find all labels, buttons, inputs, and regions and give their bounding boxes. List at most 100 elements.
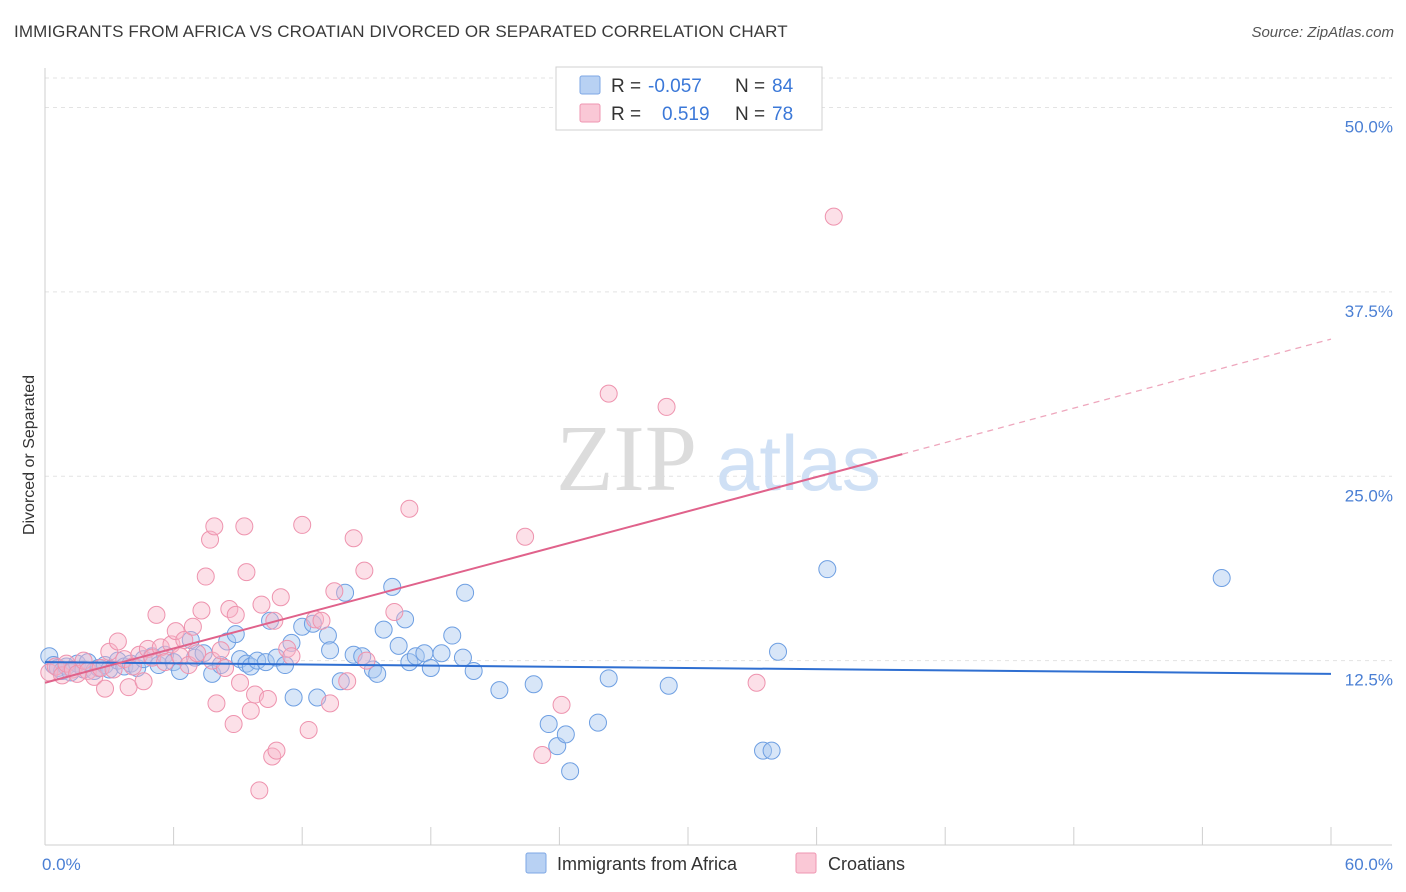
data-point-croatians xyxy=(85,667,104,686)
chart-title: IMMIGRANTS FROM AFRICA VS CROATIAN DIVOR… xyxy=(14,22,788,41)
data-point-croatians xyxy=(192,601,211,620)
data-point-africa xyxy=(659,676,678,695)
legend-r-value-africa: -0.057 xyxy=(648,76,702,97)
data-point-africa xyxy=(524,675,543,694)
data-point-africa xyxy=(818,560,837,579)
data-point-africa xyxy=(432,644,451,663)
data-point-africa xyxy=(490,681,509,700)
legend-swatch-africa xyxy=(579,75,601,95)
data-point-africa xyxy=(539,715,558,734)
x-axis: 0.0% 60.0% xyxy=(42,68,1393,874)
data-point-croatians xyxy=(299,720,318,739)
data-point-croatians xyxy=(147,605,166,624)
data-point-africa xyxy=(256,653,275,672)
legend-n-value-croatians: 78 xyxy=(772,104,793,125)
data-point-africa xyxy=(396,610,415,629)
data-point-africa xyxy=(561,762,580,781)
x-tick-label: 60.0% xyxy=(1345,855,1393,874)
watermark-atlas: atlas xyxy=(716,419,881,507)
data-point-croatians xyxy=(552,695,571,714)
data-point-croatians xyxy=(357,651,376,670)
data-point-africa xyxy=(769,642,788,661)
bottom-legend-label-africa: Immigrants from Africa xyxy=(557,854,738,874)
legend-swatch-croatians xyxy=(579,103,601,123)
legend-n-value-africa: 84 xyxy=(772,76,794,97)
data-point-croatians xyxy=(824,207,843,226)
data-point-croatians xyxy=(211,641,230,660)
trend-line-croatians xyxy=(44,453,903,684)
data-point-croatians xyxy=(533,746,552,765)
data-point-croatians xyxy=(293,515,312,534)
data-point-croatians xyxy=(216,659,235,677)
y-tick-label: 37.5% xyxy=(1345,302,1393,321)
data-point-croatians xyxy=(224,715,243,734)
bottom-legend-swatch-africa xyxy=(525,852,547,874)
x-tick-label: 0.0% xyxy=(42,855,81,874)
data-point-croatians xyxy=(344,529,363,548)
data-point-africa xyxy=(588,713,607,732)
bottom-legend-label-croatians: Croatians xyxy=(828,854,905,874)
watermark-zip: ZIP xyxy=(556,407,697,511)
legend-n-label-croatians: N = xyxy=(735,104,765,125)
data-point-africa xyxy=(284,688,303,707)
data-point-africa xyxy=(599,669,618,688)
stats-legend: R = -0.057 N = 84 R = 0.519 N = 78 xyxy=(555,66,823,131)
trend-line-africa xyxy=(44,661,1332,675)
data-point-croatians xyxy=(108,632,127,651)
data-point-croatians xyxy=(325,582,344,601)
data-point-africa xyxy=(556,725,575,744)
data-point-croatians xyxy=(235,517,254,536)
data-point-croatians xyxy=(119,678,138,697)
data-point-croatians xyxy=(226,605,245,624)
data-point-croatians xyxy=(657,397,676,416)
data-point-croatians xyxy=(201,530,220,549)
data-point-croatians xyxy=(747,673,766,692)
data-point-africa xyxy=(762,741,781,760)
trend-lines xyxy=(44,338,1332,684)
data-point-croatians xyxy=(355,561,374,580)
bottom-legend-swatch-croatians xyxy=(795,852,817,874)
legend-r-label-africa: R = xyxy=(611,76,641,97)
data-point-croatians xyxy=(338,672,357,691)
data-point-croatians xyxy=(205,517,224,536)
data-point-croatians xyxy=(134,672,153,691)
chart-source: Source: ZipAtlas.com xyxy=(1251,24,1394,41)
data-point-africa xyxy=(1212,569,1231,588)
y-tick-label: 50.0% xyxy=(1345,118,1393,137)
data-point-croatians xyxy=(188,644,207,663)
data-point-africa xyxy=(321,641,340,660)
data-point-croatians xyxy=(156,653,175,672)
data-point-africa xyxy=(389,636,408,655)
legend-r-label-croatians: R = xyxy=(611,104,641,125)
data-point-croatians xyxy=(241,701,260,720)
data-point-africa xyxy=(331,672,350,691)
y-tick-label: 25.0% xyxy=(1345,486,1393,505)
data-point-africa xyxy=(383,577,402,596)
data-point-africa xyxy=(374,620,393,639)
data-point-croatians xyxy=(250,781,269,800)
y-tick-label: 12.5% xyxy=(1345,671,1393,690)
y-axis-label: Divorced or Separated xyxy=(21,375,38,535)
data-point-croatians xyxy=(196,567,215,586)
data-point-croatians xyxy=(599,384,618,403)
data-point-croatians xyxy=(516,527,535,546)
legend-n-label-africa: N = xyxy=(735,76,765,97)
y-axis-ticks: 12.5% 25.0% 37.5% 50.0% xyxy=(1345,118,1393,690)
data-point-croatians xyxy=(321,694,340,713)
data-point-croatians xyxy=(237,563,256,582)
data-point-croatians xyxy=(252,595,271,614)
legend-r-value-croatians: 0.519 xyxy=(662,104,710,125)
data-point-africa xyxy=(456,583,475,602)
data-point-croatians xyxy=(207,694,226,713)
data-point-croatians xyxy=(138,639,157,658)
data-point-croatians xyxy=(258,689,277,708)
series-legend: Immigrants from Africa Croatians xyxy=(525,852,905,874)
data-point-croatians xyxy=(96,679,115,698)
watermark: ZIP atlas xyxy=(556,407,881,511)
data-point-africa xyxy=(421,659,440,677)
data-point-croatians xyxy=(74,651,93,670)
data-point-croatians xyxy=(231,673,250,692)
data-point-africa xyxy=(443,626,462,645)
data-point-croatians xyxy=(400,499,419,518)
